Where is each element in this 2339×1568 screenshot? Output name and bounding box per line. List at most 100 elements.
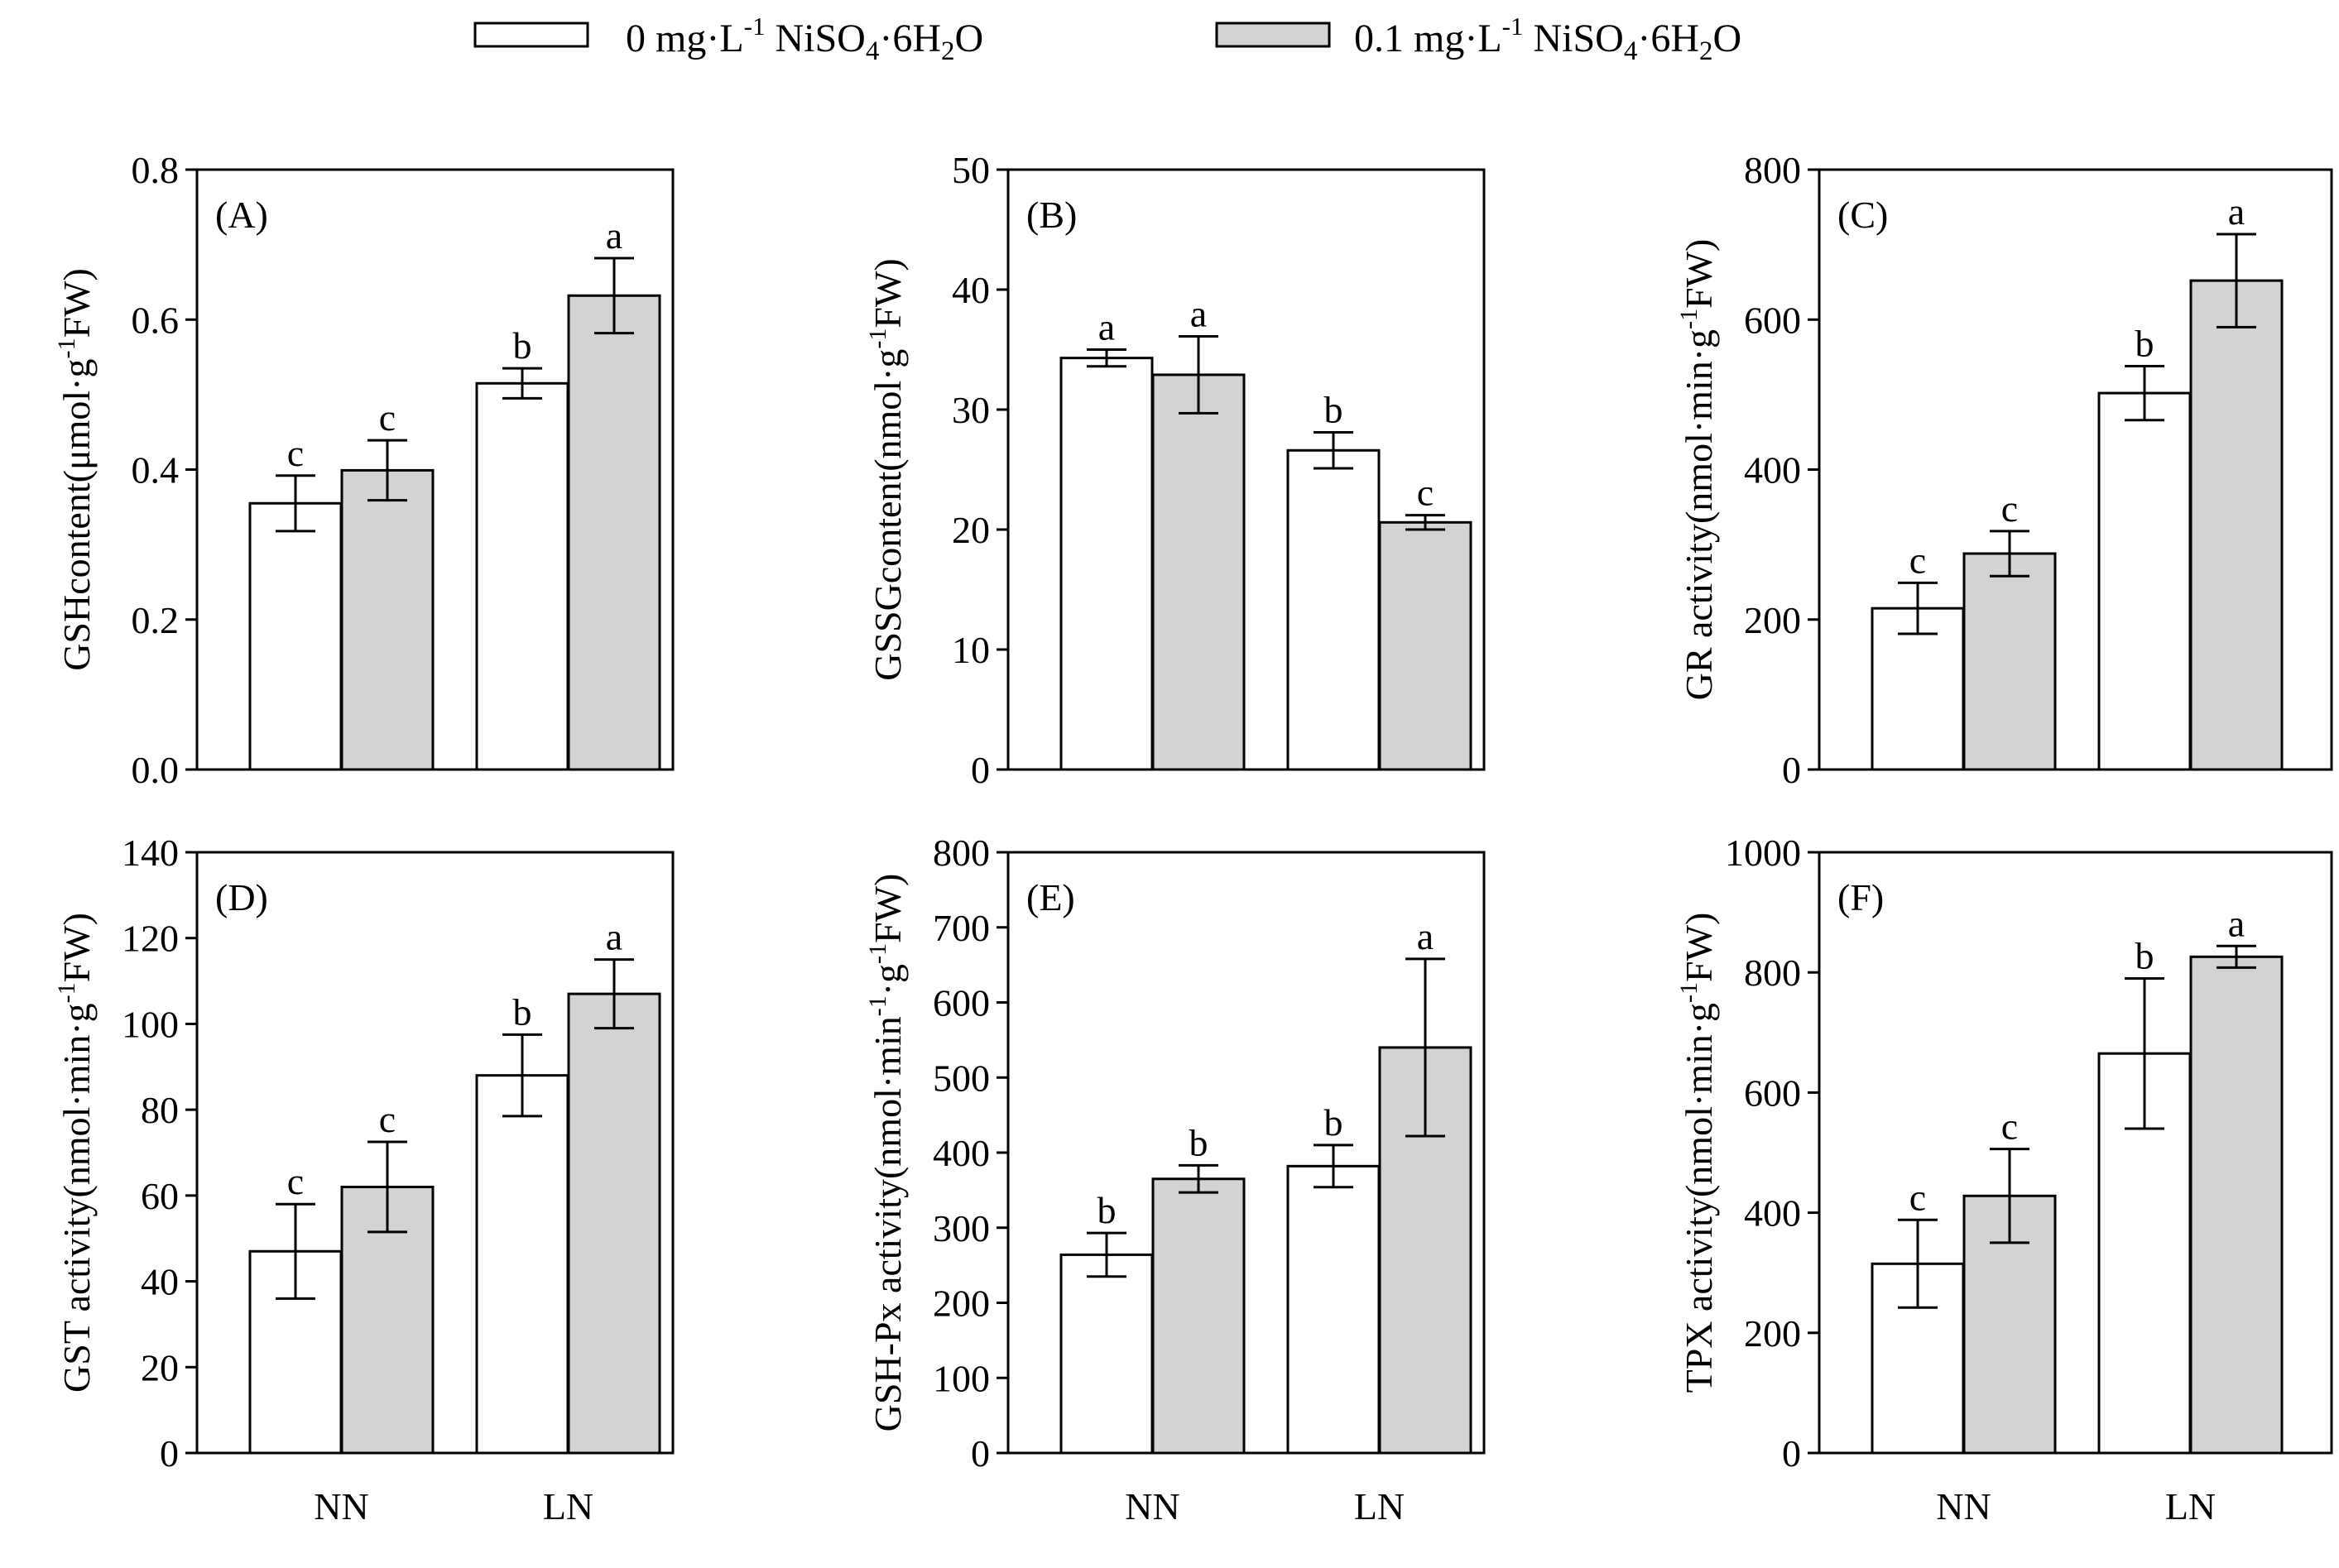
x-category-label-ln: LN	[1354, 1485, 1405, 1527]
significance-letter-ln-series1: a	[2228, 902, 2245, 944]
bar-nn-series1	[1151, 373, 1246, 771]
y-tick-label: 200	[1744, 1312, 1801, 1355]
panel-a: cbca0.00.20.40.60.8NNLN(A)GSHcontent(μmo…	[53, 149, 675, 791]
y-axis-label-main: GSH-Px activity(nmol·min	[867, 1016, 909, 1431]
y-tick-label: 400	[1744, 1192, 1801, 1235]
y-axis-label-sup1: -1	[864, 995, 891, 1016]
y-tick-label: 20	[952, 509, 990, 551]
panels: c b c a 0.0 0.2 0.4 0.6 0.8 NN LN (A) GSHcontent(μmo…	[53, 149, 2333, 1527]
bar-nn-series1	[340, 468, 435, 771]
legend-0mg-sup: -1	[744, 12, 766, 41]
y-tick-label: 0	[971, 749, 990, 791]
legend-0mg-compound-b: ·6H	[879, 17, 941, 60]
bar-ln-series1	[2189, 955, 2284, 1455]
bar-ln-series0	[2097, 391, 2192, 771]
legend-0.1mg-compound-c: O	[1712, 17, 1741, 60]
panel-tag: (B)	[1026, 194, 1077, 236]
bar-nn-series0	[1871, 607, 1965, 771]
error-bar-nn-series1	[1990, 530, 2029, 578]
significance-letter-nn-series0: b	[1097, 1189, 1117, 1231]
bar-ln-series0	[1286, 1164, 1381, 1455]
panel-tag: (A)	[215, 194, 268, 236]
legend-0mg-compound-c: O	[954, 17, 983, 60]
significance-letter-ln-series1: a	[2228, 190, 2245, 233]
significance-letter-ln-series0: b	[1324, 1101, 1343, 1144]
significance-letter-ln-series1: a	[606, 916, 622, 958]
y-tick-label: 200	[1744, 599, 1801, 641]
y-tick-label: 100	[122, 1003, 179, 1045]
y-axis-label-tail: FW)	[867, 258, 909, 328]
y-tick-label: 50	[952, 149, 990, 191]
legend-0.1mg-prefix: 0.1 mg·L	[1354, 17, 1502, 60]
significance-letter-ln-series1: a	[1417, 915, 1434, 957]
y-tick-label: 20	[141, 1346, 179, 1388]
y-tick-label: 60	[141, 1175, 179, 1217]
y-axis-label-sup: -1	[53, 338, 80, 359]
panel-d: c b c a 0 20 40 60 80 100 120 140 NN LN (D) GST activit…	[53, 832, 675, 1527]
error-bar-ln-series1	[1405, 514, 1445, 531]
error-bar-ln-series0	[502, 367, 542, 400]
error-bar-nn-series1	[367, 439, 407, 502]
legend-0.1mg-sup: -1	[1502, 12, 1524, 41]
y-axis-label: GSH-Px activity(nmol·min-1·g-1FW)	[864, 874, 909, 1432]
significance-letter-nn-series0: c	[287, 1160, 304, 1202]
legend-0mg-compound-a: NiSO	[765, 17, 865, 60]
y-tick-label: 120	[122, 918, 179, 960]
legend-0.1mg-sub4: 4	[1624, 36, 1638, 66]
bar-nn-series1	[1151, 1177, 1246, 1455]
panel-c: cbca0200400600800NNLN(C)GR activity(nmol…	[1675, 149, 2333, 791]
y-tick-label: 10	[952, 629, 990, 671]
bar-nn-series0	[248, 501, 343, 771]
significance-letter-nn-series0: c	[1909, 539, 1926, 581]
significance-letter-nn-series1: c	[2001, 487, 2018, 530]
y-tick-label: 0.6	[132, 299, 180, 341]
y-tick-label: 0.2	[132, 599, 180, 641]
panel-tag: (E)	[1026, 876, 1075, 918]
y-tick-label: 0.4	[132, 449, 180, 491]
y-tick-label: 30	[952, 389, 990, 431]
significance-letter-ln-series1: c	[1417, 472, 1434, 514]
error-bar-ln-series0	[502, 1033, 542, 1118]
y-tick-label: 1000	[1725, 832, 1801, 874]
y-axis-label-sup: -1	[53, 982, 80, 1003]
y-tick-label: 400	[1744, 449, 1801, 491]
significance-letter-nn-series1: a	[1190, 293, 1207, 335]
error-bar-ln-series1	[594, 958, 634, 1030]
legend-label-0.1mg: 0.1 mg·L-1 NiSO4·6H2O	[1354, 12, 1741, 66]
y-tick-label: 700	[933, 907, 990, 949]
error-bar-nn-series0	[1898, 581, 1938, 635]
error-bar-nn-series1	[1179, 1163, 1218, 1194]
y-axis-label-main: GSHcontent(μmol·g	[55, 359, 98, 671]
error-bar-ln-series0	[2125, 976, 2164, 1130]
legend-0mg-prefix: 0 mg·L	[626, 17, 744, 60]
y-tick-label: 400	[933, 1132, 990, 1174]
plot-frame	[195, 851, 675, 1455]
y-tick-label: 0	[1782, 749, 1801, 791]
y-tick-label: 40	[952, 269, 990, 311]
y-axis-label-sup: -1	[864, 328, 891, 349]
y-axis-label-tail: FW)	[1678, 913, 1720, 982]
y-axis-label-tail: FW)	[55, 913, 98, 982]
error-bar-ln-series1	[594, 257, 634, 335]
y-tick-label: 0	[1782, 1432, 1801, 1474]
y-tick-label: 600	[933, 982, 990, 1024]
panel-tag: (C)	[1837, 194, 1888, 236]
significance-letter-nn-series0: a	[1098, 306, 1115, 348]
legend-label-0mg: 0 mg·L-1 NiSO4·6H2O	[626, 12, 983, 66]
panel-tag: (F)	[1837, 876, 1884, 918]
y-tick-label: 0	[160, 1432, 179, 1474]
error-bar-ln-series1	[2217, 233, 2256, 328]
significance-letter-nn-series0: c	[287, 432, 304, 474]
bar-ln-series1	[567, 294, 661, 771]
legend-0.1mg-compound-a: NiSO	[1523, 17, 1623, 60]
error-bar-nn-series1	[1990, 1148, 2029, 1244]
panel-f: c b c a 0 200 400 600 800 1000 NN LN (F) TPX activity…	[1675, 832, 2333, 1527]
y-tick-label: 0.0	[132, 749, 180, 791]
y-tick-label: 100	[933, 1357, 990, 1399]
significance-letter-nn-series1: b	[1189, 1121, 1208, 1163]
bar-ln-series1	[1378, 520, 1472, 771]
y-tick-label: 500	[933, 1057, 990, 1099]
bar-nn-series0	[1059, 357, 1154, 771]
y-axis-label: GSSGcontent(nmol·g-1FW)	[864, 258, 909, 681]
error-bar-nn-series0	[1898, 1218, 1938, 1309]
